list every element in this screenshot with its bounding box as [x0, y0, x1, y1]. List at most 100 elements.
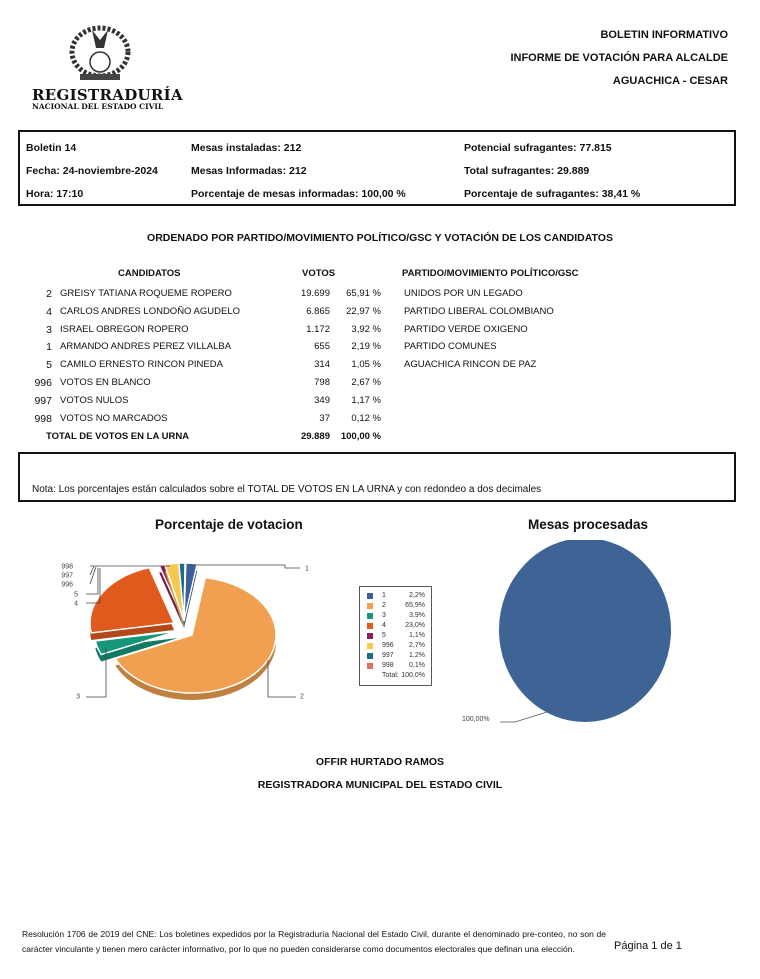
pie-label-2: 2 — [300, 694, 304, 701]
legend-swatch — [367, 663, 373, 669]
legend-swatch — [367, 623, 373, 629]
cell-party: PARTIDO LIBERAL COLOMBIANO — [404, 305, 554, 317]
potencial: Potencial sufragantes: 77.815 — [464, 142, 612, 154]
cell-votes: 19.699 — [300, 288, 330, 299]
table-row: 996 VOTOS EN BLANCO 798 2,67 % — [28, 377, 728, 395]
legend-item: 4 23,0% — [364, 622, 427, 632]
fecha: Fecha: 24-noviembre-2024 — [26, 165, 158, 177]
legend-key: 2 — [382, 602, 386, 609]
cell-party: PARTIDO VERDE OXIGENO — [404, 323, 528, 335]
table-row: 998 VOTOS NO MARCADOS 37 0,12 % — [28, 413, 728, 431]
cell-name: CARLOS ANDRES LONDOÑO AGUDELO — [60, 305, 241, 317]
cell-pct: 0,12 % — [351, 412, 381, 424]
cell-name: ISRAEL OBREGON ROPERO — [60, 323, 189, 335]
cell-votes: 1.172 — [306, 323, 330, 335]
pct-mesas: Porcentaje de mesas informadas: 100,00 % — [191, 188, 406, 200]
legend-swatch — [367, 593, 373, 599]
table-row: 3 ISRAEL OBREGON ROPERO 1.172 3,92 % PARTIDO… — [28, 324, 728, 342]
legend-swatch — [367, 653, 373, 659]
cell-pct: 2,67 % — [351, 377, 381, 388]
chart-title-mesas: Mesas procesadas — [528, 517, 649, 532]
cell-code: 1 — [46, 341, 52, 354]
cell-code: 3 — [46, 323, 52, 336]
total-row: TOTAL DE VOTOS EN LA URNA 29.889 100,00 … — [46, 431, 381, 442]
cell-votes: 655 — [314, 341, 330, 353]
legend-swatch — [367, 603, 373, 609]
legend-key: 996 — [382, 642, 394, 649]
header-line2: INFORME DE VOTACIÓN PARA ALCALDE — [510, 52, 728, 64]
page-number: Página 1 de 1 — [614, 940, 682, 952]
note: Nota: Los porcentajes están calculados s… — [32, 484, 542, 495]
note-box — [18, 452, 736, 502]
legend-swatch — [367, 633, 373, 639]
pie-slice-4 — [89, 566, 176, 640]
cell-votes: 6.865 — [306, 305, 330, 317]
pie-legend: 1 2,2% 2 65,9% 3 3,9% 4 23,0% 5 1,1% 996 2,7% 997 1,2… — [359, 586, 432, 686]
cell-pct: 65,91 % — [346, 288, 381, 299]
pie-label-3: 3 — [76, 694, 80, 701]
cell-code: 4 — [46, 305, 52, 318]
chart-title-votacion: Porcentaje de votacion — [155, 517, 303, 532]
pie-slice-2 — [114, 576, 277, 700]
cell-votes: 349 — [314, 394, 330, 406]
leader-line-5 — [86, 568, 99, 595]
leader-line-1 — [190, 564, 300, 569]
header-line1: BOLETIN INFORMATIVO — [600, 29, 728, 41]
footer-text: Resolución 1706 de 2019 del CNE: Los bol… — [22, 929, 606, 954]
cell-name: VOTOS NO MARCADOS — [60, 412, 168, 424]
table-row: 2 GREISY TATIANA ROQUEME ROPERO 19.699 65,9… — [28, 288, 728, 306]
legend-value: 65,9% — [405, 602, 425, 609]
signature-name: OFFIR HURTADO RAMOS — [315, 756, 445, 768]
legend-value: 1,1% — [409, 632, 425, 639]
legend-key: 5 — [382, 632, 386, 639]
cell-code: 996 — [34, 377, 52, 389]
mesas-instaladas: Mesas instaladas: 212 — [191, 142, 302, 154]
table-row: 5 CAMILO ERNESTO RINCON PINEDA 314 1,05 % AG… — [28, 359, 728, 377]
pie-slice-3 — [94, 630, 179, 662]
legend-item: 5 1,1% — [364, 632, 427, 642]
pie-label-1: 1 — [305, 566, 309, 573]
cell-name: VOTOS NULOS — [60, 394, 129, 406]
header-line3: AGUACHICA - CESAR — [612, 75, 728, 87]
pie-label-996: 996 — [61, 582, 73, 589]
pie-label-4: 4 — [74, 601, 78, 608]
legend-key: 4 — [382, 622, 386, 629]
leader-line-2 — [267, 660, 296, 698]
pie-label-997: 997 — [61, 573, 73, 580]
cell-votes: 37 — [319, 412, 330, 424]
cell-pct: 22,97 % — [346, 305, 381, 317]
legend-item: 998 0,1% — [364, 662, 427, 672]
pie-slice-mesas — [499, 540, 671, 722]
legend-key: 1 — [382, 592, 386, 599]
cell-party: PARTIDO COMUNES — [404, 341, 497, 353]
header-votos: VOTOS — [302, 268, 336, 279]
legend-key: 998 — [382, 662, 394, 669]
leader-line-3 — [86, 648, 107, 698]
legend-item: 997 1,2% — [364, 652, 427, 662]
legend-key: 3 — [382, 612, 386, 619]
cell-name: CAMILO ERNESTO RINCON PINEDA — [60, 359, 223, 371]
cell-pct: 3,92 % — [351, 323, 381, 335]
boletin: Boletin 14 — [26, 142, 77, 154]
signature-title: REGISTRADORA MUNICIPAL DEL ESTADO CIVIL — [257, 779, 503, 791]
table-row: 1 ARMANDO ANDRES PEREZ VILLALBA 655 2,19 % P… — [28, 341, 728, 359]
pie-label-998: 998 — [61, 564, 73, 571]
cell-votes: 798 — [314, 377, 330, 388]
leader-line-996 — [89, 566, 97, 585]
section-title: ORDENADO POR PARTIDO/MOVIMIENTO POLÍTICO… — [147, 232, 613, 244]
header-partido: PARTIDO/MOVIMIENTO POLÍTICO/GSC — [402, 268, 579, 279]
legend-swatch — [367, 613, 373, 619]
cell-pct: 1,05 % — [351, 359, 381, 371]
legend-value: 2,2% — [409, 592, 425, 599]
legend-item: 2 65,9% — [364, 602, 427, 612]
mesas-informadas: Mesas Informadas: 212 — [191, 165, 307, 177]
cell-votes: 314 — [314, 359, 330, 371]
legend-value: 2,7% — [409, 642, 425, 649]
table-row: 4 CARLOS ANDRES LONDOÑO AGUDELO 6.865 22,97… — [28, 306, 728, 324]
mesas-label: 100,00% — [462, 716, 490, 723]
coat-of-arms-icon — [69, 25, 131, 80]
legend-item: 3 3,9% — [364, 612, 427, 622]
legend-total: Total: 100,0% — [382, 672, 425, 679]
pie-slice-998 — [183, 562, 187, 628]
